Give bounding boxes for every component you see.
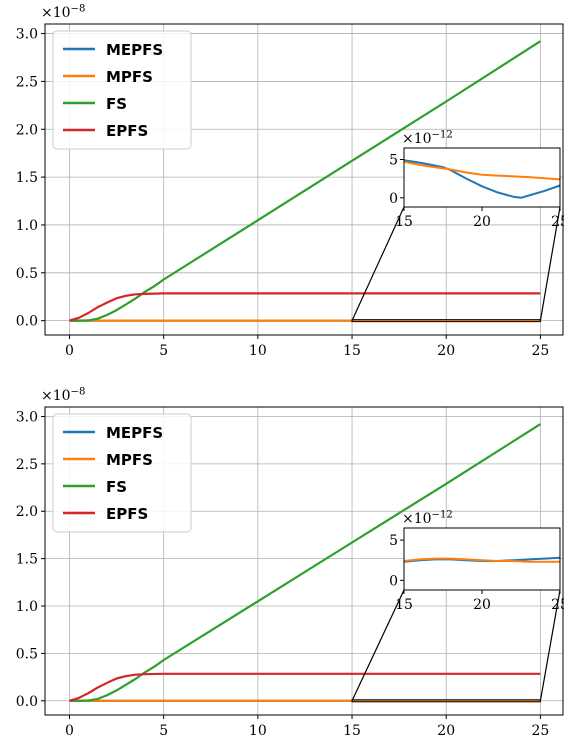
inset-series-line-mepfs [403,159,561,199]
legend-box [52,30,192,150]
inset-axes: 15202505×10−12 [389,129,564,230]
chart-panel-2: 0 5 10 15 20 25 0.0 0.5 1.0 1.5 2.0 2.5 3.0×10−8 MEPF… [16,386,564,739]
x-tick-label: 20 [437,723,455,739]
zoom-connector-left [351,206,405,321]
inset-y-scale-multiplier-exponent: −12 [432,509,453,520]
legend-label-fs: FS [106,95,127,113]
y-scale-multiplier-exponent: −8 [71,3,86,14]
y-tick-label: 0.5 [16,646,38,662]
y-tick-label: 1.5 [16,170,38,186]
inset-y-tick-label: 5 [389,152,398,168]
y-tick-label: 3.0 [16,409,38,425]
y-scale-multiplier: ×10−8 [41,3,85,21]
legend-box [52,413,192,533]
y-tick-label: 0.0 [16,314,38,330]
legend-label-mpfs: MPFS [106,68,153,86]
inset-x-tick-label: 15 [395,597,413,613]
inset-y-scale-multiplier-exponent: −12 [432,129,453,140]
legend-label-epfs: EPFS [106,122,148,140]
series-line-fs [69,423,541,702]
y-tick-label: 2.5 [16,457,38,473]
y-scale-multiplier: ×10−8 [41,386,85,404]
x-tick-label: 25 [531,343,549,359]
series-line-epfs [69,292,541,322]
legend-label-epfs: EPFS [106,505,148,523]
inset-y-tick-label: 5 [389,533,398,549]
inset-series-line-mpfs [403,160,561,181]
inset-series-line-mpfs [403,557,560,563]
legend-label-mpfs: MPFS [106,451,153,469]
y-tick-label: 3.0 [16,27,38,43]
x-tick-label: 10 [249,723,267,739]
x-tick-label: 15 [343,343,361,359]
legend-label-fs: FS [106,478,127,496]
zoom-connector-right [539,589,561,701]
inset-y-scale-multiplier: ×10−12 [402,509,453,527]
x-tick-label: 5 [159,343,168,359]
x-tick-label: 0 [65,343,74,359]
series-line-epfs [69,672,541,702]
legend-label-mepfs: MEPFS [106,424,163,442]
legend-label-mepfs: MEPFS [106,41,163,59]
zoom-connector-right [539,206,561,321]
y-tick-label: 1.0 [16,599,38,615]
y-tick-label: 2.0 [16,122,38,138]
y-scale-multiplier-exponent: −8 [71,386,86,397]
x-tick-label: 15 [343,723,361,739]
inset-axes: 15202505×10−12 [389,509,564,613]
x-tick-label: 5 [159,723,168,739]
y-tick-label: 2.5 [16,74,38,90]
chart-panel-1: 0 5 10 15 20 25 0.0 0.5 1.0 1.5 2.0 2.5 3.0×10−8 MEPF… [16,3,564,359]
x-tick-label: 25 [531,723,549,739]
x-tick-label: 0 [65,723,74,739]
series-line-fs [69,40,541,322]
x-tick-label: 10 [249,343,267,359]
axes-frame [44,23,564,336]
zoom-connector-left [351,589,405,702]
y-tick-label: 1.0 [16,218,38,234]
y-tick-label: 0.5 [16,266,38,282]
y-tick-label: 1.5 [16,552,38,568]
y-tick-label: 2.0 [16,504,38,520]
inset-y-tick-label: 0 [389,191,398,207]
y-tick-label: 0.0 [16,694,38,710]
axes-frame [44,406,564,716]
inset-x-tick-label: 20 [473,597,491,613]
inset-y-tick-label: 0 [389,573,398,589]
x-tick-label: 20 [437,343,455,359]
inset-y-scale-multiplier: ×10−12 [402,129,453,147]
inset-x-tick-label: 20 [473,214,491,230]
